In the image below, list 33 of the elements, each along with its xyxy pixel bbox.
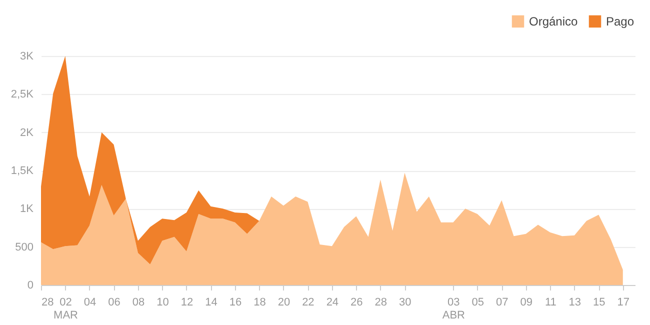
x-tick-label: 18	[254, 296, 266, 308]
x-tick-label: 30	[399, 296, 412, 308]
y-tick-label: 1,5K	[10, 165, 34, 177]
y-tick-label: 3K	[20, 50, 34, 62]
x-tick-label: 14	[205, 296, 218, 308]
x-tick-label: 28	[374, 296, 388, 308]
x-tick-label: 09	[520, 296, 533, 308]
x-tick-label: 17	[617, 296, 630, 308]
y-tick-label: 1K	[20, 203, 34, 216]
legend-label: Pago	[606, 14, 634, 28]
x-tick-label: 08	[132, 296, 145, 308]
y-tick-label: 2K	[20, 126, 34, 139]
x-tick-label: 22	[302, 296, 314, 308]
y-tick-label: 2,5K	[10, 88, 34, 101]
x-tick-label: 15	[593, 296, 606, 308]
x-tick-label: 20	[278, 296, 290, 308]
legend-label: Orgánico	[529, 14, 578, 28]
x-tick-label: 07	[496, 296, 508, 308]
x-tick-label: 04	[84, 296, 96, 308]
y-tick-label: 500	[15, 241, 34, 254]
x-tick-label: 26	[350, 296, 363, 308]
x-tick-label: 16	[229, 296, 242, 308]
x-tick-label: 11	[544, 296, 556, 308]
x-tick-label: 05	[472, 296, 484, 308]
x-tick-label: 06	[108, 296, 120, 308]
x-tick-label: 28	[42, 296, 54, 308]
x-tick-label: 10	[156, 296, 169, 308]
x-tick-label: 03 ABR	[442, 296, 466, 322]
x-tick-label: 02 MAR	[54, 296, 78, 322]
x-tick-label: 24	[326, 296, 339, 308]
x-tick-label: 13	[568, 296, 582, 308]
y-tick-label: 0	[27, 280, 34, 292]
x-tick-label: 12	[180, 296, 194, 308]
